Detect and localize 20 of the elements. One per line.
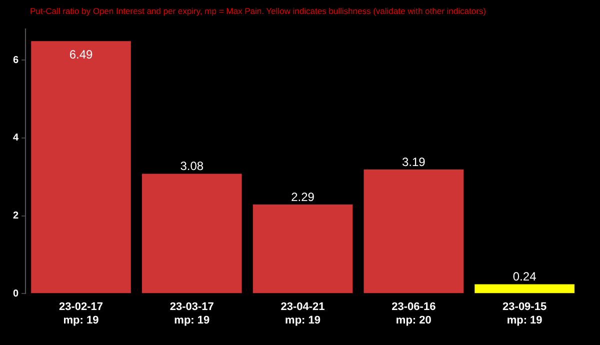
x-tick-label: 23-02-17 mp: 19 xyxy=(58,301,104,326)
y-tick-label: 2 xyxy=(13,210,19,222)
y-tick-label: 6 xyxy=(13,54,19,66)
y-tick-label: 4 xyxy=(13,132,19,144)
bar xyxy=(474,284,574,294)
data-label: 3.19 xyxy=(402,154,426,169)
bar xyxy=(364,169,464,294)
data-label: 3.08 xyxy=(180,159,204,174)
x-tick-label: 23-09-15 mp: 19 xyxy=(502,301,547,326)
chart-subtitle: Put-Call ratio by Open Interest and per expiry, mp = Max Pain. Yellow indicates bullishness (validate with other indicators) xyxy=(29,5,487,16)
y-tick-label: 0 xyxy=(13,288,19,300)
bar xyxy=(252,204,353,294)
data-label: 6.49 xyxy=(69,47,94,62)
x-tick-label: 23-03-17 mp: 19 xyxy=(170,301,214,326)
bar xyxy=(142,174,242,294)
x-tick-label: 23-04-21 mp: 19 xyxy=(280,301,325,326)
data-label: 2.29 xyxy=(291,190,315,204)
data-label: 0.24 xyxy=(512,270,537,284)
bar xyxy=(31,41,131,294)
x-tick-label: 23-06-16 mp: 20 xyxy=(392,301,436,326)
